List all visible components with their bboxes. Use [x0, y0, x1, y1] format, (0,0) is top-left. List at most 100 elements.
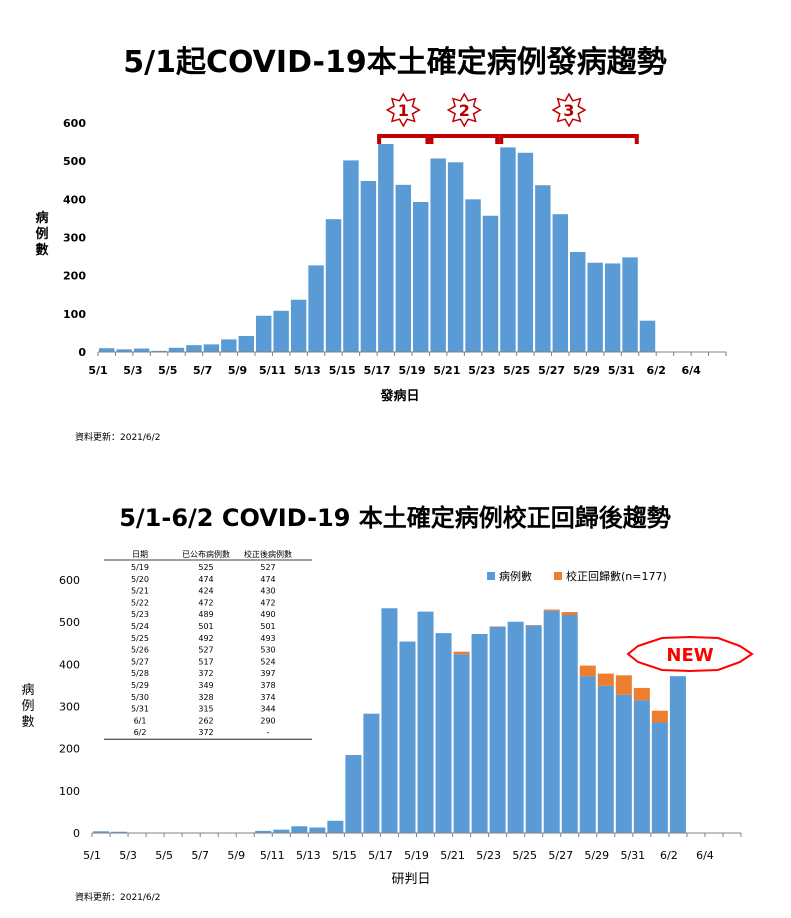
annotation-badge [385, 92, 421, 128]
table-header-cell: 日期 [132, 550, 148, 559]
new-badge-label: NEW [666, 645, 713, 666]
chart1-bar [99, 348, 115, 352]
chart1-ytick-label: 200 [63, 270, 86, 283]
chart2-legend: 病例數 校正回歸數(n=177) [487, 569, 667, 583]
chart1-xtick-label: 5/9 [228, 364, 247, 377]
chart2-correction-bar [597, 673, 614, 686]
chart1-xtick-label: 5/7 [193, 364, 212, 377]
chart1-xtick-label: 5/31 [608, 364, 635, 377]
chart1-ytick-label: 500 [63, 155, 86, 168]
chart2-ytick-label: 200 [59, 743, 80, 756]
new-badge-burst [626, 635, 754, 673]
chart2-bar [651, 722, 668, 833]
table-cell: 530 [260, 646, 275, 655]
chart2-bar [327, 820, 344, 833]
chart1-xtick-label: 5/27 [538, 364, 565, 377]
annotation-number: 2 [459, 101, 470, 120]
table-cell: 474 [260, 575, 275, 584]
chart2-bar [579, 676, 596, 833]
chart2-xtick-label: 5/19 [404, 849, 429, 862]
table-cell: 5/29 [131, 681, 149, 690]
chart2-bar [291, 826, 308, 833]
chart2-ytick-label: 600 [59, 574, 80, 587]
chart2-ylabel-char: 病 [21, 683, 34, 698]
chart1-bar [290, 299, 307, 352]
table-header-cell: 已公布病例數 [182, 549, 230, 559]
chart2-correction-bar [561, 612, 578, 615]
chart1-title: 5/1起COVID-19本土確定病例發病趨勢 [123, 45, 666, 80]
annotation-bracket [499, 134, 639, 144]
chart1-ytick-label: 0 [78, 346, 86, 359]
chart2-bar [615, 694, 632, 833]
chart2-correction-bar [633, 687, 650, 701]
chart1-ytick-label: 100 [63, 308, 86, 321]
table-cell: 315 [198, 705, 213, 714]
chart2-xtick-label: 5/21 [440, 849, 465, 862]
chart2-bar [435, 633, 452, 833]
chart2-bar [525, 625, 542, 833]
table-cell: 501 [198, 622, 213, 631]
chart1-ylabel-char: 病 [35, 210, 48, 226]
chart2-bar [669, 676, 686, 833]
chart1-bar [221, 339, 237, 352]
table-cell: 328 [198, 693, 213, 702]
chart2-bar [363, 713, 380, 833]
table-cell: 290 [260, 716, 275, 725]
chart1-bar [639, 320, 656, 352]
table-cell: 378 [260, 681, 275, 690]
chart1-bar [465, 199, 481, 352]
chart2-bar [381, 608, 398, 833]
chart2-ylabel-char: 數 [21, 715, 34, 730]
annotation-bracket [429, 134, 500, 144]
chart2-xtick-label: 5/5 [155, 849, 173, 862]
chart1-xtick-label: 5/1 [88, 364, 107, 377]
table-cell: 262 [198, 716, 213, 725]
chart1-xtick-label: 6/2 [647, 364, 666, 377]
chart2-bar [111, 831, 128, 833]
chart1-bar [413, 202, 429, 352]
chart2-bar [399, 641, 416, 833]
table-cell: 5/22 [131, 598, 149, 607]
chart2-bar [597, 685, 614, 833]
legend-label-correction: 校正回歸數(n=177) [566, 569, 667, 583]
table-cell: 5/28 [131, 669, 149, 678]
chart2-xtick-label: 5/23 [476, 849, 501, 862]
chart2-ytick-label: 0 [73, 827, 80, 840]
chart2-bar [93, 831, 110, 833]
table-cell: 474 [198, 575, 213, 584]
chart2-xtick-label: 5/27 [548, 849, 573, 862]
table-cell: 5/19 [131, 563, 149, 572]
table-cell: 5/20 [131, 575, 149, 584]
chart2-bar [309, 827, 326, 833]
chart1-ylabel-char: 例 [35, 226, 48, 242]
chart1-bar [622, 257, 638, 352]
chart1-bar [203, 344, 220, 352]
chart2-bar [489, 626, 506, 833]
chart2-xtick-label: 5/13 [296, 849, 321, 862]
chart1-xtick-label: 5/17 [364, 364, 391, 377]
chart2-bar [471, 633, 488, 833]
table-cell: 517 [198, 657, 213, 666]
chart1-bar [273, 310, 289, 352]
chart1-bar [151, 350, 167, 352]
chart2-correction-bar [543, 609, 560, 611]
chart2-ytick-label: 400 [59, 658, 80, 671]
chart1-bar [430, 158, 446, 352]
chart1-ytick-label: 400 [63, 193, 86, 206]
table-cell: 490 [260, 610, 275, 619]
chart1-ylabel-char: 數 [35, 242, 48, 258]
chart2-title: 5/1-6/2 COVID-19 本土確定病例校正回歸後趨勢 [119, 504, 671, 532]
chart1-bar [308, 265, 324, 352]
chart1-xtick-label: 5/21 [433, 364, 460, 377]
chart2-xtick-label: 5/11 [260, 849, 285, 862]
legend-label-cases: 病例數 [499, 569, 532, 583]
chart1-bar [378, 143, 394, 352]
table-cell: 5/27 [131, 657, 149, 666]
table-cell: 349 [198, 681, 213, 690]
chart1-bar [325, 219, 342, 352]
chart1-xtick-label: 5/3 [123, 364, 142, 377]
chart2-ytick-label: 300 [59, 701, 80, 714]
chart2-correction-bar [579, 665, 596, 677]
chart1-bar [168, 347, 185, 352]
